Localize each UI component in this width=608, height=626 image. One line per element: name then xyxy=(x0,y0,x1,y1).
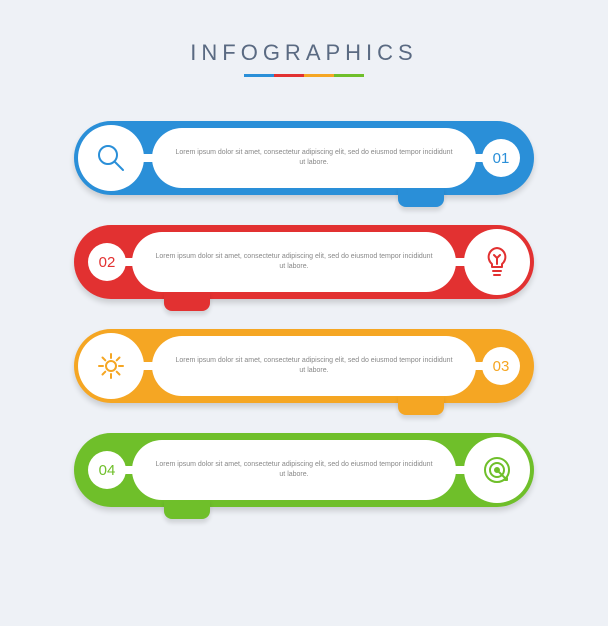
step-text-content: Lorem ipsum dolor sit amet, consectetur … xyxy=(172,148,456,169)
step-tab xyxy=(164,499,210,519)
step-tab xyxy=(164,291,210,311)
step-text-content: Lorem ipsum dolor sit amet, consectetur … xyxy=(172,356,456,377)
step-row-01: 01Lorem ipsum dolor sit amet, consectetu… xyxy=(74,121,534,195)
title-underline xyxy=(244,74,364,77)
infographic-rows: 01Lorem ipsum dolor sit amet, consectetu… xyxy=(74,121,534,507)
step-tab xyxy=(398,187,444,207)
step-row-03: 03Lorem ipsum dolor sit amet, consectetu… xyxy=(74,329,534,403)
step-text-content: Lorem ipsum dolor sit amet, consectetur … xyxy=(152,460,436,481)
magnifier-icon xyxy=(78,125,144,191)
target-icon xyxy=(464,437,530,503)
step-row-04: 04Lorem ipsum dolor sit amet, consectetu… xyxy=(74,433,534,507)
step-tab xyxy=(398,395,444,415)
step-text: Lorem ipsum dolor sit amet, consectetur … xyxy=(152,128,476,188)
gear-icon xyxy=(78,333,144,399)
step-text: Lorem ipsum dolor sit amet, consectetur … xyxy=(132,440,456,500)
lightbulb-icon xyxy=(464,229,530,295)
step-text: Lorem ipsum dolor sit amet, consectetur … xyxy=(152,336,476,396)
step-text-content: Lorem ipsum dolor sit amet, consectetur … xyxy=(152,252,436,273)
step-row-02: 02Lorem ipsum dolor sit amet, consectetu… xyxy=(74,225,534,299)
step-text: Lorem ipsum dolor sit amet, consectetur … xyxy=(132,232,456,292)
page-title: INFOGRAPHICS xyxy=(190,40,417,66)
